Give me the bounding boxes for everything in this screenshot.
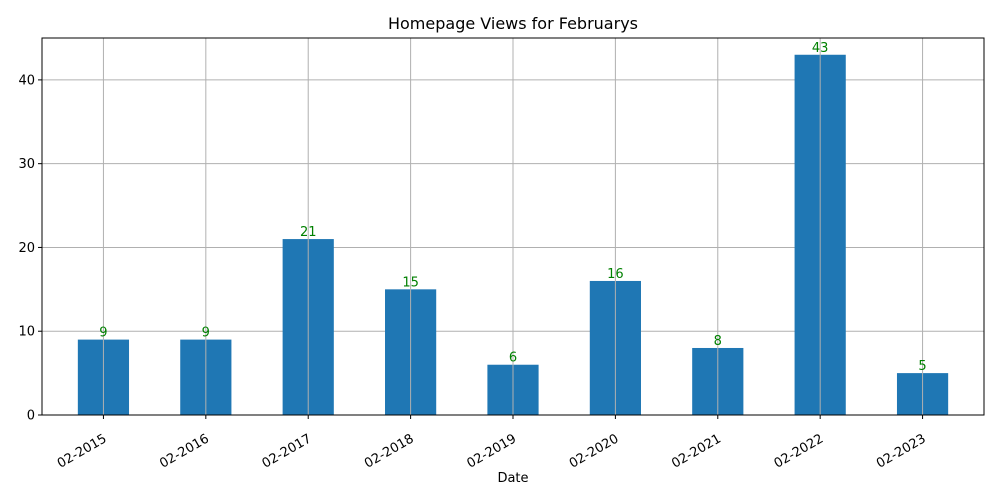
x-tick-label: 02-2018 xyxy=(362,431,417,471)
x-tick-label: 02-2020 xyxy=(567,431,622,471)
x-tick-label: 02-2017 xyxy=(260,431,315,471)
bar-value-label: 6 xyxy=(509,351,517,366)
bar-value-label: 16 xyxy=(607,267,624,282)
vertical-grid-layer xyxy=(102,38,924,415)
x-tick-label: 02-2023 xyxy=(874,431,929,471)
y-tick-label: 40 xyxy=(18,73,35,88)
bar-value-label: 8 xyxy=(714,334,722,349)
y-tick-label: 20 xyxy=(18,241,35,256)
ticks-layer: 0 10 20 30 40 02-2015 02-2016 02-2017 02-2018 02-… xyxy=(18,73,928,471)
x-tick-label: 02-2022 xyxy=(772,431,827,471)
data-labels-layer: 9 9 21 15 6 16 8 43 5 xyxy=(99,41,926,374)
x-tick-label: 02-2016 xyxy=(157,431,212,471)
bar-value-label: 9 xyxy=(202,326,210,341)
x-tick-label: 02-2021 xyxy=(669,431,724,471)
bar-value-label: 43 xyxy=(812,41,829,56)
x-tick-label: 02-2019 xyxy=(464,431,519,471)
y-tick-label: 30 xyxy=(18,157,35,172)
y-tick-label: 10 xyxy=(18,325,35,340)
bar-value-label: 5 xyxy=(918,359,926,374)
x-axis-label: Date xyxy=(497,471,528,486)
bar-value-label: 15 xyxy=(402,275,419,290)
y-tick-label: 0 xyxy=(27,409,35,424)
chart-title: Homepage Views for Februarys xyxy=(388,14,638,33)
x-tick-label: 02-2015 xyxy=(55,431,110,471)
bar-value-label: 21 xyxy=(300,225,317,240)
bar-value-label: 9 xyxy=(99,326,107,341)
